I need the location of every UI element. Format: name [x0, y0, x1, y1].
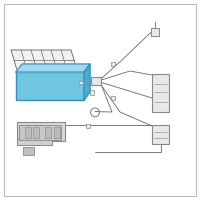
Bar	[111, 96, 115, 100]
Bar	[79, 81, 83, 84]
Bar	[19, 125, 61, 140]
Bar	[91, 77, 101, 85]
Polygon shape	[84, 64, 90, 100]
Polygon shape	[11, 50, 80, 80]
Bar	[16, 72, 84, 100]
Polygon shape	[16, 64, 90, 72]
Bar	[152, 74, 169, 112]
Bar	[54, 127, 60, 138]
Bar	[86, 124, 90, 128]
Bar	[17, 122, 65, 141]
Bar	[90, 80, 94, 85]
Bar	[111, 62, 115, 66]
Bar	[152, 125, 169, 144]
Bar	[17, 139, 52, 145]
Bar	[45, 127, 51, 138]
Bar	[23, 147, 34, 155]
Bar	[81, 70, 87, 75]
Bar	[151, 28, 159, 36]
Bar	[25, 127, 31, 138]
Bar	[33, 127, 39, 138]
Bar	[90, 90, 94, 95]
